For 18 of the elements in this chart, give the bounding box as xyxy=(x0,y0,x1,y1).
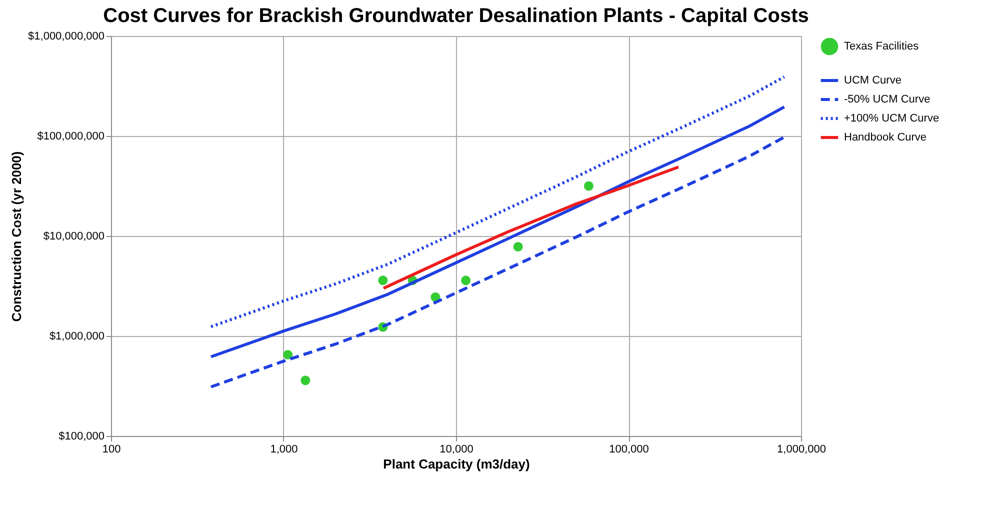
y-axis-title: Construction Cost (yr 2000) xyxy=(9,151,24,322)
x-axis-title: Plant Capacity (m3/day) xyxy=(383,456,530,472)
legend-label: -50% UCM Curve xyxy=(844,94,930,106)
x-tick-label: 100,000 xyxy=(609,444,649,456)
y-tick-label: $100,000,000 xyxy=(37,130,104,142)
y-tick-label: $10,000,000 xyxy=(43,230,104,242)
x-tick-label: 1,000,000 xyxy=(777,444,826,456)
x-tick-label: 10,000 xyxy=(440,444,474,456)
legend-label: +100% UCM Curve xyxy=(844,112,940,124)
x-tick-label: 100 xyxy=(102,444,121,456)
legend-label: Texas Facilities xyxy=(844,40,920,52)
y-tick-label: $1,000,000 xyxy=(49,330,104,342)
y-tick-label: $1,000,000,000 xyxy=(28,30,104,42)
chart-title: Cost Curves for Brackish Groundwater Desalination Plants - Capital Costs xyxy=(103,5,809,27)
legend-label: Handbook Curve xyxy=(844,132,927,144)
x-tick-label: 1,000 xyxy=(270,444,298,456)
y-tick-label: $100,000 xyxy=(58,430,104,442)
legend-label: UCM Curve xyxy=(844,74,902,86)
